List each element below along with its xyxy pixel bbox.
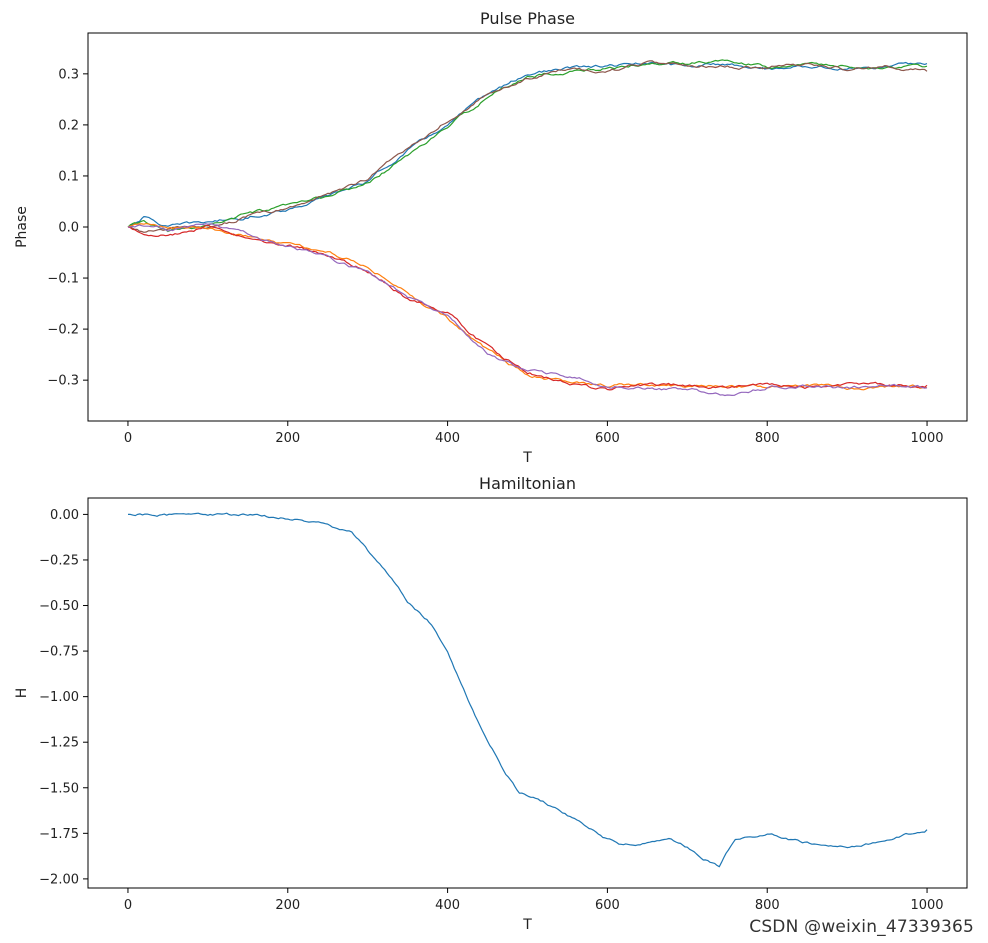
chart-0: 0 200 400 600 800 1000 0.3 0.2 0.1 0.0 −0.1 −0.2 −0.… [14, 9, 968, 466]
y-tick-label: 0.3 [58, 67, 79, 82]
x-tick-label: 200 [275, 898, 300, 913]
axes-frame [87, 497, 968, 889]
y-tick-label: −1.75 [39, 827, 79, 842]
series-line-down-3 [127, 223, 928, 397]
x-tick-label: 800 [755, 898, 780, 913]
series-line-down-2 [127, 224, 928, 391]
y-tick-label: −1.25 [39, 736, 79, 751]
x-tick-label: 400 [435, 898, 460, 913]
x-tick-label: 1000 [910, 431, 943, 446]
x-tick-label: 800 [755, 431, 780, 446]
y-tick-label: 0.0 [58, 221, 79, 236]
x-tick-label: 200 [275, 431, 300, 446]
watermark: CSDN @weixin_47339365 [749, 917, 974, 937]
x-axis-label: T [522, 917, 532, 933]
x-axis-label: T [522, 450, 532, 466]
y-axis-label: Phase [14, 206, 30, 248]
series-line-up-2 [127, 59, 928, 233]
y-tick-label: −0.2 [47, 323, 79, 338]
x-tick-label: 400 [435, 431, 460, 446]
series-line-H [128, 512, 928, 868]
y-tick-label: −0.25 [39, 553, 79, 568]
x-tick-label: 600 [595, 898, 620, 913]
y-tick-label: 0.1 [58, 169, 79, 184]
chart-title: Hamiltonian [479, 474, 576, 493]
series-line-up-1 [127, 61, 928, 228]
series-line-up-3 [127, 60, 928, 233]
y-tick-label: −0.3 [47, 374, 79, 389]
series-line-down-1 [127, 223, 928, 391]
x-tick-label: 1000 [910, 898, 943, 913]
y-tick-label: −1.50 [39, 781, 79, 796]
x-tick-label: 0 [124, 431, 132, 446]
y-tick-label: −0.75 [39, 645, 79, 660]
x-tick-label: 0 [124, 898, 132, 913]
y-axis-label: H [14, 688, 30, 699]
y-tick-label: −0.50 [39, 599, 79, 614]
y-tick-label: 0.2 [58, 118, 79, 133]
y-tick-label: −2.00 [39, 872, 79, 887]
y-tick-label: −0.1 [47, 272, 79, 287]
y-tick-label: 0.00 [50, 508, 79, 523]
y-tick-label: −1.00 [39, 690, 79, 705]
x-tick-label: 600 [595, 431, 620, 446]
chart-title: Pulse Phase [480, 9, 575, 28]
chart-1: 0 200 400 600 800 1000 0.00 −0.25 −0.50 −0.75 −1.0… [14, 474, 968, 933]
